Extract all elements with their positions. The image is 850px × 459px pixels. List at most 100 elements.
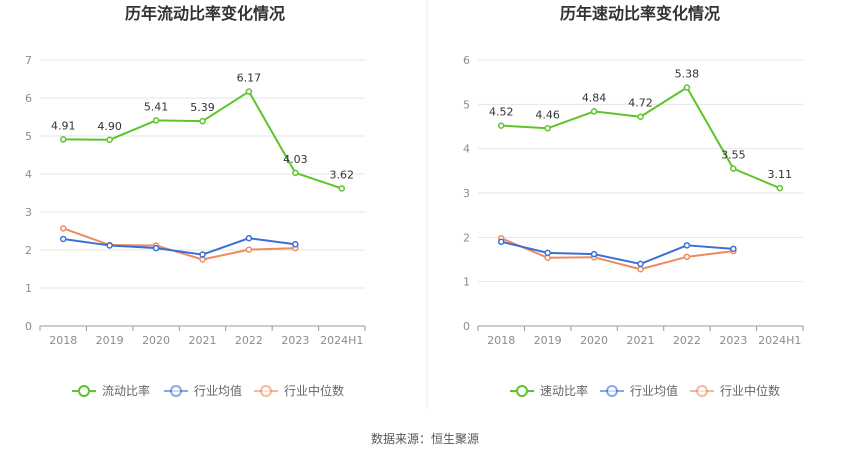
x-tick-label: 2024H1: [320, 334, 363, 347]
data-label: 4.46: [535, 108, 560, 121]
legend-label: 行业均值: [630, 383, 678, 398]
data-point[interactable]: [106, 242, 113, 249]
data-point[interactable]: [338, 185, 346, 192]
data-label: 4.90: [97, 120, 122, 133]
x-tick-label: 2022: [235, 334, 263, 347]
y-tick-label: 1: [25, 282, 32, 295]
y-tick-label: 3: [25, 206, 32, 219]
data-label: 5.39: [190, 101, 215, 114]
data-point[interactable]: [199, 117, 206, 125]
series-line-2: [62, 227, 296, 261]
x-tick-label: 2020: [142, 334, 170, 347]
data-point[interactable]: [59, 235, 67, 243]
legend-item-1[interactable]: 行业均值: [600, 383, 678, 398]
data-label: 5.38: [675, 67, 700, 80]
data-point[interactable]: [683, 84, 691, 91]
legend-marker-icon: [260, 385, 272, 397]
data-point[interactable]: [544, 125, 551, 132]
data-point[interactable]: [497, 122, 505, 129]
legend-marker-icon: [516, 385, 528, 397]
y-tick-label: 0: [25, 320, 32, 333]
data-point[interactable]: [106, 136, 113, 144]
y-tick-label: 4: [463, 143, 470, 156]
data-point[interactable]: [730, 245, 737, 253]
data-point[interactable]: [637, 266, 644, 273]
y-tick-label: 5: [463, 98, 470, 111]
data-label: 4.91: [51, 119, 76, 132]
legend-item-0[interactable]: 速动比率: [510, 383, 588, 398]
data-source-note: 数据来源：恒生聚源: [371, 431, 479, 446]
legend-label: 行业中位数: [720, 383, 780, 398]
data-point[interactable]: [245, 234, 253, 242]
x-tick-label: 2021: [627, 334, 655, 347]
y-tick-label: 6: [463, 54, 470, 67]
legend-marker-icon: [696, 385, 708, 397]
x-tick-label: 2021: [189, 334, 217, 347]
x-tick-label: 2024H1: [758, 334, 801, 347]
x-tick-label: 2018: [49, 334, 77, 347]
legend-marker-icon: [170, 385, 182, 397]
y-tick-label: 3: [463, 187, 470, 200]
legend-label: 行业均值: [194, 383, 242, 398]
data-point[interactable]: [637, 113, 644, 120]
series-line-2: [500, 237, 734, 271]
y-tick-label: 7: [25, 54, 32, 67]
data-point[interactable]: [152, 117, 160, 124]
data-label: 3.62: [330, 168, 355, 181]
legend-label: 行业中位数: [284, 383, 344, 398]
current-ratio-chart: 历年流动比率变化情况 0 1 2 3 4 5 6 7 2018 2019 2020 2021 2022 20…: [25, 4, 366, 398]
data-point[interactable]: [590, 250, 598, 258]
y-tick-label: 1: [463, 276, 470, 289]
data-point[interactable]: [497, 238, 505, 246]
y-tick-label: 5: [25, 130, 32, 143]
data-point[interactable]: [730, 165, 737, 172]
data-label: 3.11: [768, 168, 793, 181]
data-label: 4.72: [628, 97, 653, 110]
data-point[interactable]: [292, 241, 299, 248]
data-point[interactable]: [637, 260, 644, 268]
chart-title: 历年速动比率变化情况: [560, 4, 720, 23]
data-point[interactable]: [683, 242, 691, 249]
legend-item-1[interactable]: 行业均值: [164, 383, 242, 398]
chart-title: 历年流动比率变化情况: [125, 4, 285, 23]
y-tick-label: 4: [25, 168, 32, 181]
x-tick-label: 2023: [719, 334, 747, 347]
data-point[interactable]: [245, 246, 253, 253]
y-tick-label: 0: [463, 320, 470, 333]
y-tick-label: 2: [463, 231, 470, 244]
data-label: 4.52: [489, 106, 514, 119]
data-label: 5.41: [144, 100, 169, 113]
data-point[interactable]: [544, 249, 551, 257]
legend-item-0[interactable]: 流动比率: [72, 383, 150, 398]
legend-label: 流动比率: [102, 383, 150, 398]
x-tick-label: 2018: [487, 334, 515, 347]
data-point[interactable]: [683, 253, 691, 261]
x-tick-label: 2023: [281, 334, 309, 347]
legend-label: 速动比率: [540, 383, 588, 398]
x-tick-label: 2020: [580, 334, 608, 347]
x-tick-label: 2019: [96, 334, 124, 347]
data-point[interactable]: [590, 108, 598, 115]
series-line-1: [63, 237, 296, 256]
data-point[interactable]: [245, 88, 253, 95]
data-point[interactable]: [152, 244, 160, 252]
data-point[interactable]: [59, 225, 67, 232]
series-line-1: [500, 240, 734, 265]
legend-item-2[interactable]: 行业中位数: [690, 383, 780, 398]
legend-item-2[interactable]: 行业中位数: [254, 383, 344, 398]
data-point[interactable]: [776, 184, 784, 192]
x-tick-label: 2019: [534, 334, 562, 347]
y-tick-label: 2: [25, 244, 32, 257]
y-tick-label: 6: [25, 92, 32, 105]
data-point[interactable]: [199, 251, 206, 258]
quick-ratio-chart: 历年速动比率变化情况 0 1 2 3 4 5 6 2018 2019 2020 2021 2022 202…: [463, 4, 804, 398]
x-tick-label: 2022: [673, 334, 701, 347]
legend-marker-icon: [78, 385, 90, 397]
data-label: 4.03: [283, 153, 308, 166]
data-point[interactable]: [59, 136, 67, 143]
legend-marker-icon: [606, 385, 618, 397]
data-label: 3.55: [721, 149, 746, 162]
data-point[interactable]: [292, 169, 299, 177]
data-label: 4.84: [582, 91, 607, 104]
